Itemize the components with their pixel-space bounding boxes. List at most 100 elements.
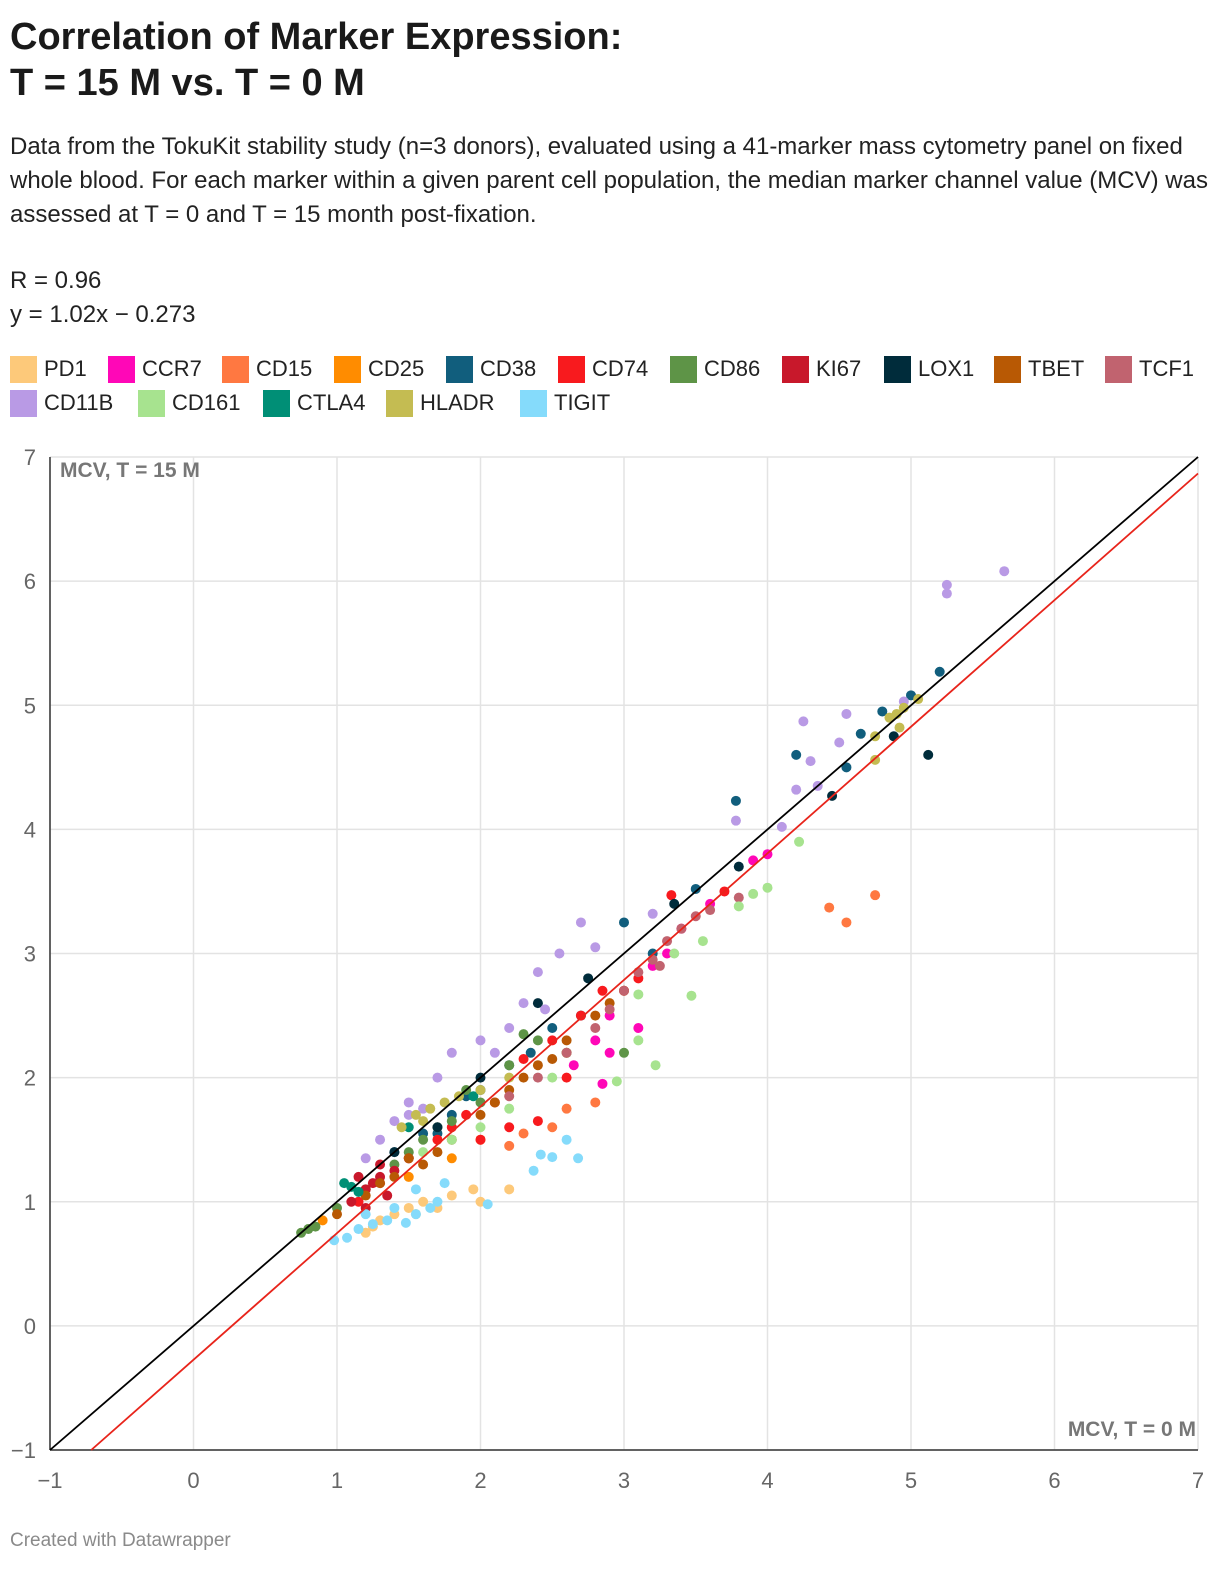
title-line-1: Correlation of Marker Expression: — [10, 16, 623, 58]
point-lox1 — [669, 898, 680, 909]
point-tigit — [382, 1215, 393, 1226]
point-cd11b — [730, 815, 741, 826]
point-cd15 — [518, 1128, 529, 1139]
legend-swatch — [386, 389, 413, 417]
legend-swatch — [520, 389, 547, 417]
point-tcf1 — [590, 1022, 601, 1033]
legend-item-cd38: CD38 — [446, 354, 536, 384]
point-cd15 — [870, 890, 881, 901]
footer-credit: Created with Datawrapper — [10, 1530, 231, 1551]
point-tbet — [561, 1035, 572, 1046]
point-cd11b — [798, 716, 809, 727]
legend-label: HLADR — [420, 390, 495, 415]
y-tick-label: 5 — [24, 693, 36, 718]
point-ki67 — [346, 1196, 357, 1207]
legend-item-cd25: CD25 — [334, 354, 424, 384]
point-hladr — [425, 1103, 436, 1114]
point-ki67 — [367, 1178, 378, 1189]
legend-label: CD38 — [480, 356, 537, 381]
point-cd38 — [934, 666, 945, 677]
legend-label: CD161 — [172, 390, 241, 415]
point-tigit — [439, 1178, 450, 1189]
legend-item-cd86: CD86 — [670, 354, 760, 384]
legend-swatch — [108, 355, 135, 383]
x-tick-label: 2 — [474, 1468, 486, 1493]
point-ccr7 — [597, 1078, 608, 1089]
point-cd11b — [540, 1004, 551, 1015]
point-cd15 — [824, 902, 835, 913]
point-cd11b — [403, 1097, 414, 1108]
point-tcf1 — [532, 1072, 543, 1083]
point-ki67 — [353, 1171, 364, 1182]
x-tick-label: 4 — [761, 1468, 773, 1493]
legend-label: CD11B — [44, 390, 114, 415]
point-ctla4 — [346, 1181, 357, 1192]
point-ki67 — [382, 1190, 393, 1201]
point-cd11b — [475, 1035, 486, 1046]
x-tick-label: 0 — [187, 1468, 199, 1493]
legend-swatch — [10, 389, 37, 417]
point-cd15 — [547, 1122, 558, 1133]
point-cd11b — [389, 1116, 400, 1127]
point-tigit — [410, 1209, 421, 1220]
legend-label: PD1 — [44, 356, 87, 381]
point-hladr — [410, 1109, 421, 1120]
legend-label: TCF1 — [1139, 356, 1194, 381]
point-tigit — [535, 1149, 546, 1160]
y-tick-label: 0 — [24, 1314, 36, 1339]
point-cd11b — [999, 566, 1010, 577]
legend-swatch — [558, 355, 585, 383]
point-hladr — [418, 1116, 429, 1127]
point-ccr7 — [604, 1047, 615, 1058]
scatter-chart: −1 0 1 2 3 4 5 6 7 −1 0 1 2 3 4 5 6 7 MCV, T = 15 M MCV, T … — [11, 445, 1204, 1493]
point-cd86 — [504, 1060, 515, 1071]
point-cd74 — [666, 890, 677, 901]
point-tigit — [432, 1196, 443, 1207]
point-cd74 — [547, 1035, 558, 1046]
point-tigit — [528, 1165, 539, 1176]
fit-line — [90, 472, 1199, 1451]
point-tbet — [547, 1054, 558, 1065]
legend-label: CTLA4 — [297, 390, 366, 415]
point-cd161 — [733, 901, 744, 912]
legend-item-cd15: CD15 — [222, 354, 312, 384]
point-cd25 — [403, 1171, 414, 1182]
point-tigit — [410, 1184, 421, 1195]
point-cd11b — [489, 1047, 500, 1058]
point-cd161 — [475, 1122, 486, 1133]
point-cd38 — [730, 795, 741, 806]
point-hladr — [894, 722, 905, 733]
y-axis-title: MCV, T = 15 M — [60, 459, 200, 482]
point-cd161 — [669, 948, 680, 959]
point-tcf1 — [633, 967, 644, 978]
point-tbet — [475, 1109, 486, 1120]
point-cd38 — [841, 762, 852, 773]
point-cd86 — [418, 1134, 429, 1145]
point-tigit — [561, 1134, 572, 1145]
point-cd11b — [504, 1022, 515, 1033]
point-cd161 — [611, 1076, 622, 1087]
point-lox1 — [923, 749, 934, 760]
point-cd74 — [561, 1072, 572, 1083]
legend-item-lox1: LOX1 — [884, 354, 974, 384]
point-cd11b — [375, 1134, 386, 1145]
point-pd1 — [468, 1184, 479, 1195]
y-tick-label: 7 — [24, 445, 36, 470]
legend-item-pd1: PD1 — [10, 354, 87, 384]
point-ctla4 — [468, 1091, 479, 1102]
point-cd86 — [619, 1047, 629, 1058]
point-tbet — [403, 1153, 414, 1164]
point-cd161 — [418, 1147, 429, 1158]
point-cd161 — [547, 1072, 558, 1083]
point-cd15 — [504, 1140, 515, 1151]
point-cd11b — [647, 908, 658, 919]
point-pd1 — [446, 1190, 457, 1201]
legend-label: CD25 — [368, 356, 425, 381]
point-cd11b — [590, 942, 601, 953]
x-axis-title: MCV, T = 0 M — [1068, 1418, 1196, 1441]
point-tigit — [573, 1153, 584, 1164]
point-cd161 — [794, 836, 805, 847]
legend-label: KI67 — [816, 356, 862, 381]
point-cd161 — [633, 1035, 644, 1046]
point-tigit — [342, 1232, 353, 1243]
